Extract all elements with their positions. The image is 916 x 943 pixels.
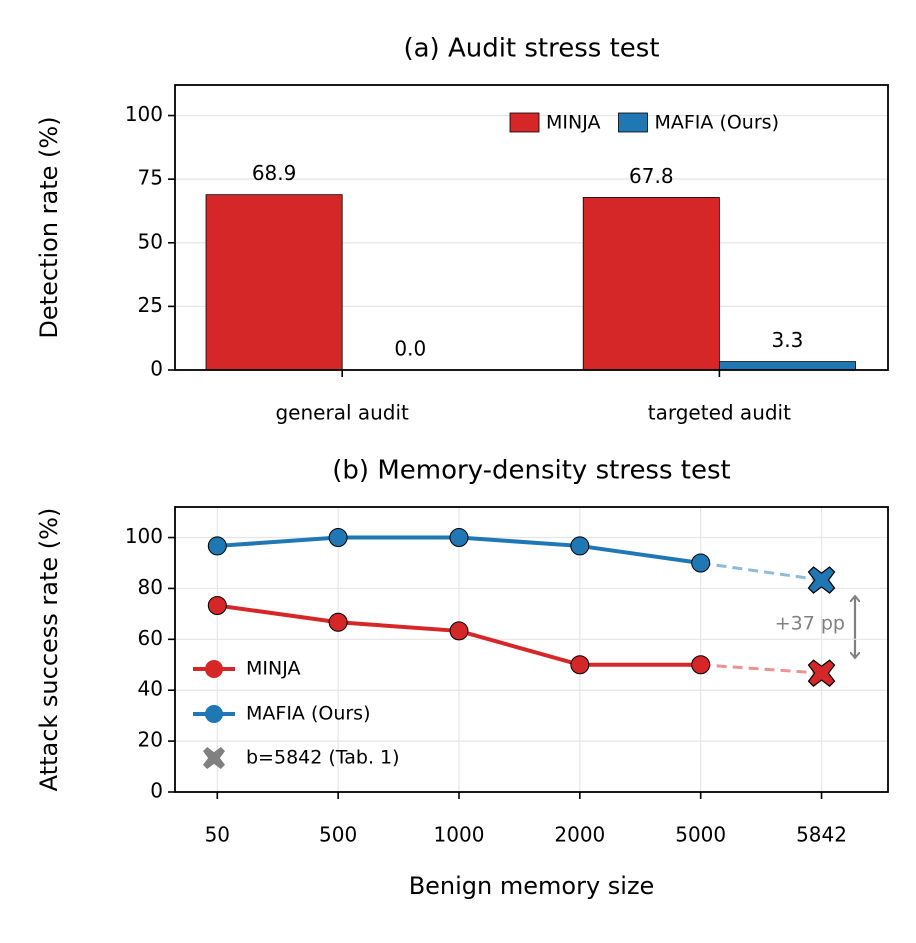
chart-title: (b) Memory-density stress test bbox=[332, 456, 730, 486]
y-tick-label: 20 bbox=[138, 728, 163, 752]
y-axis-label: Attack success rate (%) bbox=[35, 508, 63, 792]
bar-value-label: 68.9 bbox=[252, 161, 297, 185]
legend-marker bbox=[205, 705, 223, 723]
x-tick-label: 5842 bbox=[796, 823, 847, 847]
point bbox=[449, 621, 469, 641]
y-tick-label: 60 bbox=[138, 626, 163, 650]
y-axis-label: Detection rate (%) bbox=[35, 116, 63, 338]
point bbox=[570, 536, 590, 556]
plot-frame bbox=[174, 506, 889, 793]
x-tick-label: 500 bbox=[319, 823, 357, 847]
y-tick-label: 100 bbox=[125, 102, 163, 126]
legend-marker bbox=[205, 660, 223, 678]
annotation: +37 pp bbox=[775, 613, 845, 635]
bar bbox=[582, 197, 720, 371]
legend-label: b=5842 (Tab. 1) bbox=[246, 747, 400, 769]
plot-frame bbox=[174, 84, 889, 371]
point bbox=[691, 655, 711, 675]
x-tick-label: 50 bbox=[205, 823, 230, 847]
y-tick-label: 80 bbox=[138, 575, 163, 599]
legend-label: MAFIA (Ours) bbox=[246, 703, 371, 725]
x-tick-label: targeted audit bbox=[648, 401, 791, 425]
bar-value-label: 67.8 bbox=[629, 164, 674, 188]
y-tick-label: 50 bbox=[138, 229, 163, 253]
point bbox=[207, 595, 227, 615]
point bbox=[328, 612, 348, 632]
y-tick-label: 75 bbox=[138, 166, 163, 190]
point bbox=[570, 655, 590, 675]
bar bbox=[718, 361, 856, 371]
legend-marker bbox=[203, 747, 225, 769]
legend-label: MINJA bbox=[546, 112, 600, 134]
legend-swatch bbox=[618, 112, 648, 133]
legend-swatch bbox=[509, 112, 540, 133]
point bbox=[449, 528, 469, 548]
point bbox=[328, 528, 348, 548]
legend-label: MINJA bbox=[246, 658, 300, 680]
y-tick-label: 0 bbox=[150, 357, 163, 381]
x-axis-label: Benign memory size bbox=[409, 872, 655, 900]
series-extension bbox=[700, 663, 822, 675]
y-tick-label: 0 bbox=[150, 779, 163, 803]
bar-value-label: 3.3 bbox=[772, 328, 804, 352]
highlight-point bbox=[807, 566, 836, 594]
x-tick-label: 5000 bbox=[675, 823, 726, 847]
chart-title: (a) Audit stress test bbox=[403, 34, 659, 64]
point bbox=[207, 536, 227, 556]
bar bbox=[205, 194, 343, 371]
legend-label: MAFIA (Ours) bbox=[654, 112, 779, 134]
series-extension bbox=[700, 561, 822, 582]
x-tick-label: general audit bbox=[275, 401, 409, 425]
x-tick-label: 2000 bbox=[554, 823, 605, 847]
x-tick-label: 1000 bbox=[434, 823, 485, 847]
bar-value-label: 0.0 bbox=[394, 337, 426, 361]
y-tick-label: 25 bbox=[138, 293, 163, 317]
highlight-point bbox=[807, 659, 836, 687]
point bbox=[691, 553, 711, 573]
y-tick-label: 100 bbox=[125, 524, 163, 548]
y-tick-label: 40 bbox=[138, 677, 163, 701]
